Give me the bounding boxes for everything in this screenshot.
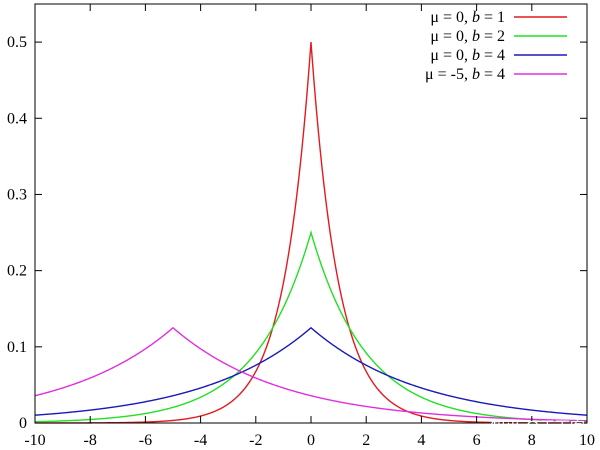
- axis-ticks: [34, 4, 588, 424]
- legend-label-3: μ = 0, b = 4: [430, 47, 505, 64]
- legend: μ = 0, b = 1 μ = 0, b = 2 μ = 0, b = 4 μ = …: [425, 9, 567, 83]
- x-tick-label: -4: [194, 432, 207, 449]
- y-tick-label: 0.2: [7, 263, 27, 280]
- x-tick-label: 10: [579, 432, 595, 449]
- y-tick-label: 0.3: [7, 186, 27, 203]
- y-tick-label: 0.4: [7, 110, 27, 127]
- x-tick-label: 6: [473, 432, 481, 449]
- series-line-4: [34, 326, 588, 422]
- legend-label-4: μ = -5, b = 4: [425, 66, 505, 83]
- x-tick-label: 2: [362, 432, 370, 449]
- legend-label-2: μ = 0, b = 2: [430, 28, 505, 45]
- x-tick-label: 0: [307, 432, 315, 449]
- axis-tick-labels: -10 -8 -6 -4 -2 0 2 4 6 8 10 0 0.1 0.2 0.3 0.4 0.5: [7, 34, 595, 449]
- series-line-3: [34, 326, 588, 416]
- x-tick-label: -2: [249, 432, 262, 449]
- series-line-2: [34, 230, 588, 423]
- x-tick-label: 4: [417, 432, 425, 449]
- y-tick-label: 0.1: [7, 339, 27, 356]
- y-tick-label: 0.5: [7, 34, 27, 51]
- x-tick-label: -8: [84, 432, 97, 449]
- x-tick-label: -10: [24, 432, 45, 449]
- y-tick-label: 0: [19, 415, 27, 432]
- legend-label-1: μ = 0, b = 1: [430, 9, 505, 26]
- watermark-text: 知乎 @天下客: [490, 418, 585, 436]
- x-tick-label: 8: [528, 432, 536, 449]
- x-tick-label: -6: [139, 432, 152, 449]
